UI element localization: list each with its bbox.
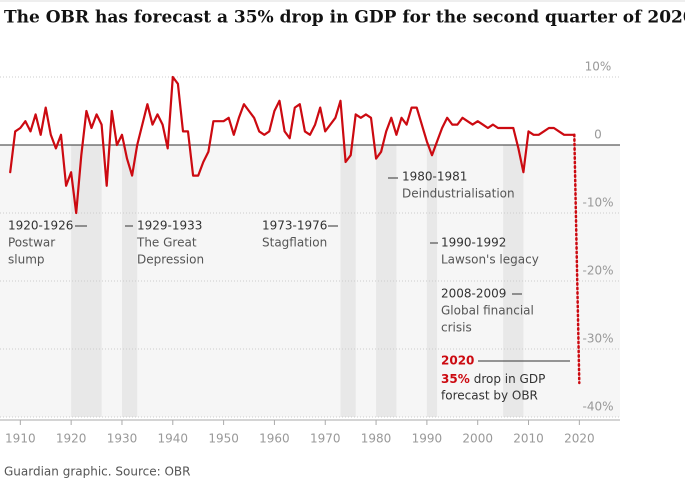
forecast-line-text: drop in GDP — [474, 372, 546, 386]
y-tick-label: -40% — [582, 400, 613, 414]
source: Guardian graphic. Source: OBR — [4, 465, 190, 479]
y-tick-label: -10% — [582, 196, 613, 210]
period-text: Stagflation — [262, 236, 327, 250]
period-text: Depression — [137, 253, 204, 267]
y-tick-label: 10% — [585, 60, 612, 74]
gdp-line — [9, 75, 576, 215]
x-tick-label: 2020 — [564, 432, 595, 446]
period-text: Deindustrialisation — [402, 187, 515, 201]
forecast-year: 2020 — [441, 354, 474, 368]
x-tick-label: 2000 — [462, 432, 493, 446]
x-tick-label: 1950 — [208, 432, 239, 446]
period-text: The Great — [136, 236, 197, 250]
x-tick-label: 1980 — [361, 432, 392, 446]
period-text: slump — [8, 253, 45, 267]
x-tick-label: 1910 — [5, 432, 36, 446]
x-tick-label: 1970 — [310, 432, 341, 446]
period-text: Lawson's legacy — [441, 253, 539, 267]
x-tick-label: 2010 — [513, 432, 544, 446]
period-label: 1980-1981 — [402, 170, 467, 184]
period-text: crisis — [441, 321, 472, 335]
y-tick-label: 0 — [594, 128, 602, 142]
period-text: Global financial — [441, 304, 534, 318]
x-tick-label: 1960 — [259, 432, 290, 446]
y-tick-label: -30% — [582, 332, 613, 346]
period-text: Postwar — [8, 236, 55, 250]
x-tick-label: 1920 — [56, 432, 87, 446]
forecast-line — [573, 133, 581, 385]
forecast-text: 35% drop in GDP — [441, 372, 545, 386]
period-label: 1929-1933 — [137, 219, 202, 233]
period-band — [426, 145, 438, 417]
y-tick-label: -20% — [582, 264, 613, 278]
x-tick-label: 1990 — [412, 432, 443, 446]
period-label: 2008-2009 — [441, 287, 506, 301]
x-tick-label: 1940 — [158, 432, 189, 446]
forecast-figure: 35% — [441, 372, 470, 386]
forecast-text: forecast by OBR — [441, 389, 538, 403]
period-label: 1920-1926 — [8, 219, 73, 233]
chart-title: The OBR has forecast a 35% drop in GDP f… — [4, 8, 685, 28]
period-label: 1973-1976 — [262, 219, 327, 233]
x-tick-label: 1930 — [107, 432, 138, 446]
period-label: 1990-1992 — [441, 236, 506, 250]
